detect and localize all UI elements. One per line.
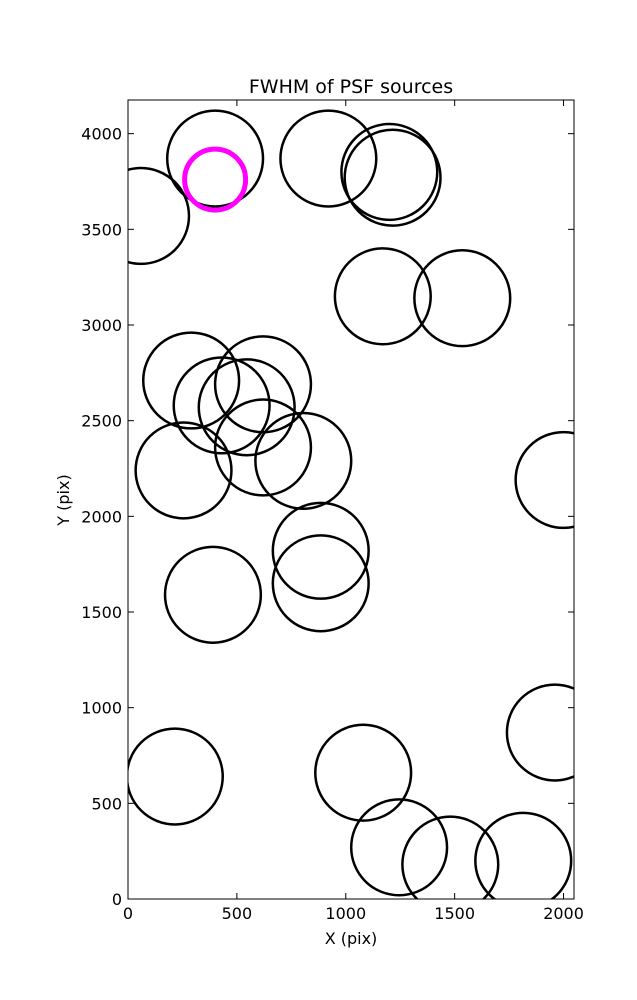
source-circle	[213, 398, 313, 497]
source-circle	[197, 358, 296, 457]
source-circle	[401, 815, 500, 899]
source-circle	[271, 534, 370, 633]
source-circle	[343, 128, 442, 227]
source-circle	[213, 335, 313, 434]
y-tick-label: 2500	[81, 412, 122, 431]
source-circle	[165, 109, 265, 208]
source-circle	[505, 683, 574, 782]
y-tick-label: 3500	[81, 220, 122, 239]
source-circle	[141, 331, 241, 430]
source-circle	[279, 109, 378, 208]
x-tick-label: 2000	[543, 904, 584, 923]
x-tick-label: 1000	[325, 904, 366, 923]
source-circle	[349, 798, 449, 897]
y-tick-label: 3000	[81, 316, 122, 335]
y-axis-label: Y (pix)	[54, 474, 73, 526]
sources-layer	[128, 109, 574, 899]
plot-frame	[127, 99, 575, 900]
x-tick-label: 500	[222, 904, 253, 923]
y-tick-label: 500	[91, 794, 122, 813]
source-circle	[271, 501, 370, 600]
y-tick-label: 1000	[81, 699, 122, 718]
chart-title: FWHM of PSF sources	[249, 76, 453, 98]
source-circle	[333, 247, 432, 346]
source-circle	[254, 411, 353, 511]
y-tick-label: 1500	[81, 603, 122, 622]
y-tick-label: 0	[112, 890, 122, 909]
axis-ticks: 0 500 1000 1500 2000 0 500 1000 1500 2000 2500 3000…	[81, 100, 584, 923]
source-circle	[134, 421, 233, 520]
x-tick-label: 0	[123, 904, 133, 923]
y-tick-label: 4000	[81, 125, 122, 144]
source-circle	[172, 356, 271, 455]
source-circle	[340, 122, 439, 222]
source-circle	[128, 166, 191, 266]
source-circle	[413, 249, 512, 348]
source-circle	[314, 723, 413, 822]
source-circle	[128, 727, 224, 826]
source-circle	[514, 430, 574, 530]
x-axis-label: X (pix)	[325, 929, 378, 948]
y-tick-label: 2000	[81, 507, 122, 526]
highlight-source-circle	[182, 146, 249, 213]
source-circle	[163, 545, 263, 644]
x-tick-label: 1500	[434, 904, 475, 923]
source-circle	[474, 811, 573, 899]
